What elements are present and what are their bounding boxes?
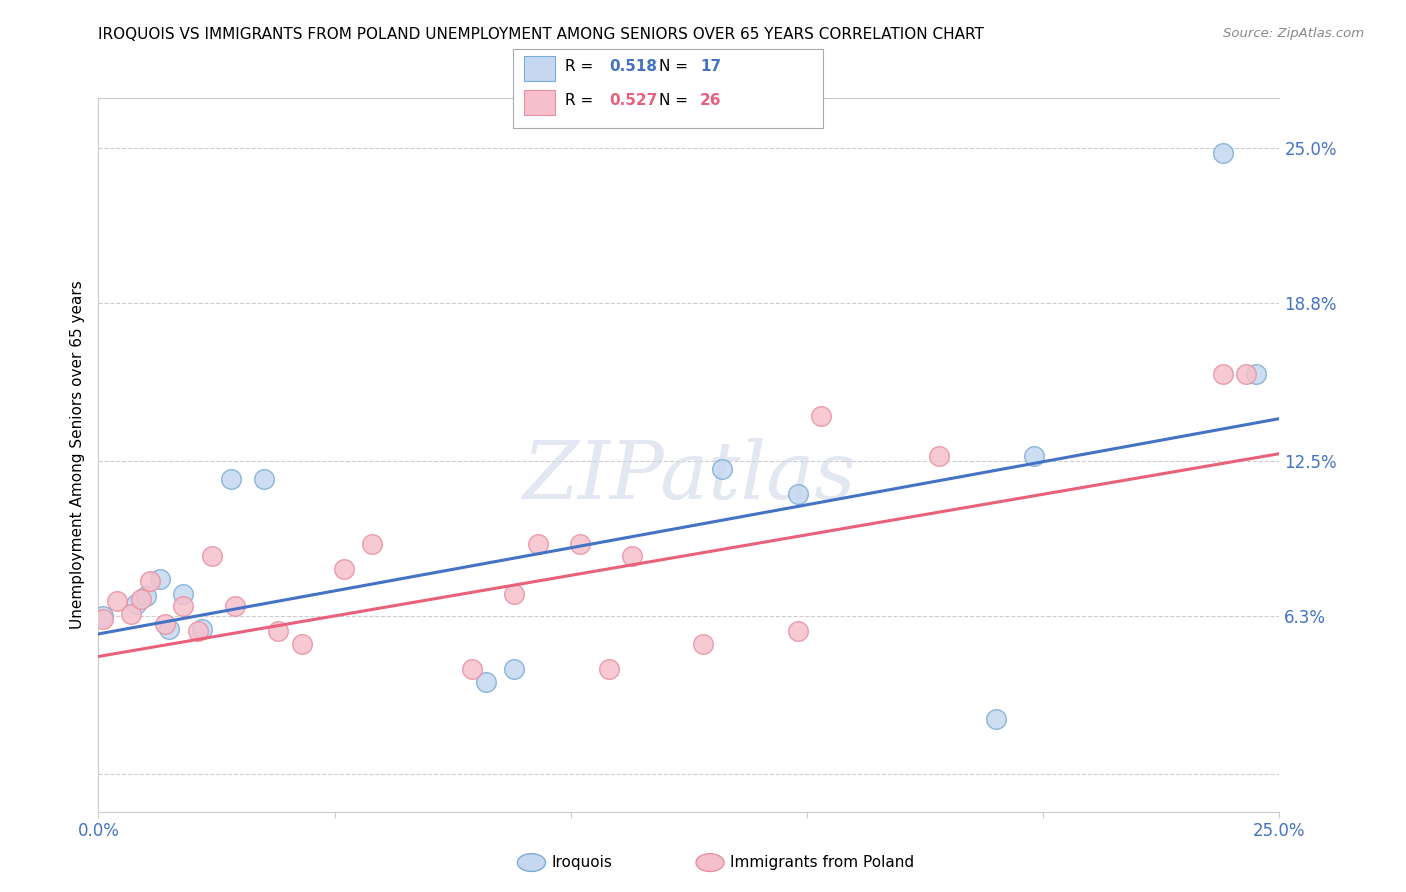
Point bbox=[191, 622, 214, 636]
Point bbox=[1234, 367, 1257, 381]
Point bbox=[219, 472, 242, 486]
Point bbox=[711, 461, 734, 475]
Point bbox=[621, 549, 644, 564]
Point bbox=[786, 487, 808, 501]
Point bbox=[333, 562, 356, 576]
Point bbox=[460, 662, 482, 676]
Point bbox=[598, 662, 620, 676]
Text: R =: R = bbox=[565, 59, 599, 74]
Text: N =: N = bbox=[659, 93, 693, 108]
Point bbox=[224, 599, 246, 614]
Point bbox=[157, 622, 180, 636]
Point bbox=[187, 624, 209, 639]
Point bbox=[125, 597, 148, 611]
Point bbox=[503, 662, 526, 676]
Text: IROQUOIS VS IMMIGRANTS FROM POLAND UNEMPLOYMENT AMONG SENIORS OVER 65 YEARS CORR: IROQUOIS VS IMMIGRANTS FROM POLAND UNEMP… bbox=[98, 27, 984, 42]
Text: Immigrants from Poland: Immigrants from Poland bbox=[730, 855, 914, 870]
Point bbox=[786, 624, 808, 639]
Point bbox=[91, 609, 114, 624]
Point bbox=[105, 594, 128, 608]
Point bbox=[290, 637, 312, 651]
Point bbox=[129, 591, 152, 606]
Point bbox=[1022, 449, 1045, 463]
Text: N =: N = bbox=[659, 59, 693, 74]
Point bbox=[984, 712, 1007, 726]
Point bbox=[201, 549, 224, 564]
Point bbox=[475, 674, 498, 689]
Point bbox=[1244, 367, 1267, 381]
Point bbox=[153, 616, 176, 631]
Text: R =: R = bbox=[565, 93, 599, 108]
Point bbox=[172, 599, 194, 614]
Text: 0.518: 0.518 bbox=[609, 59, 657, 74]
Text: 0.527: 0.527 bbox=[609, 93, 657, 108]
Point bbox=[1212, 367, 1234, 381]
Point bbox=[503, 587, 526, 601]
Point bbox=[569, 537, 592, 551]
Y-axis label: Unemployment Among Seniors over 65 years: Unemployment Among Seniors over 65 years bbox=[69, 281, 84, 629]
Point bbox=[526, 537, 548, 551]
Point bbox=[253, 472, 276, 486]
Point bbox=[692, 637, 714, 651]
Point bbox=[91, 612, 114, 626]
Point bbox=[810, 409, 832, 423]
Point bbox=[267, 624, 290, 639]
Text: ZIPatlas: ZIPatlas bbox=[522, 438, 856, 515]
Point bbox=[149, 572, 172, 586]
Text: 17: 17 bbox=[700, 59, 721, 74]
Point bbox=[928, 449, 950, 463]
Point bbox=[172, 587, 194, 601]
Point bbox=[361, 537, 384, 551]
Point bbox=[1212, 146, 1234, 161]
Text: Source: ZipAtlas.com: Source: ZipAtlas.com bbox=[1223, 27, 1364, 40]
Point bbox=[135, 590, 157, 604]
Point bbox=[139, 574, 162, 589]
Text: Iroquois: Iroquois bbox=[551, 855, 612, 870]
Text: 26: 26 bbox=[700, 93, 721, 108]
Point bbox=[121, 607, 143, 621]
